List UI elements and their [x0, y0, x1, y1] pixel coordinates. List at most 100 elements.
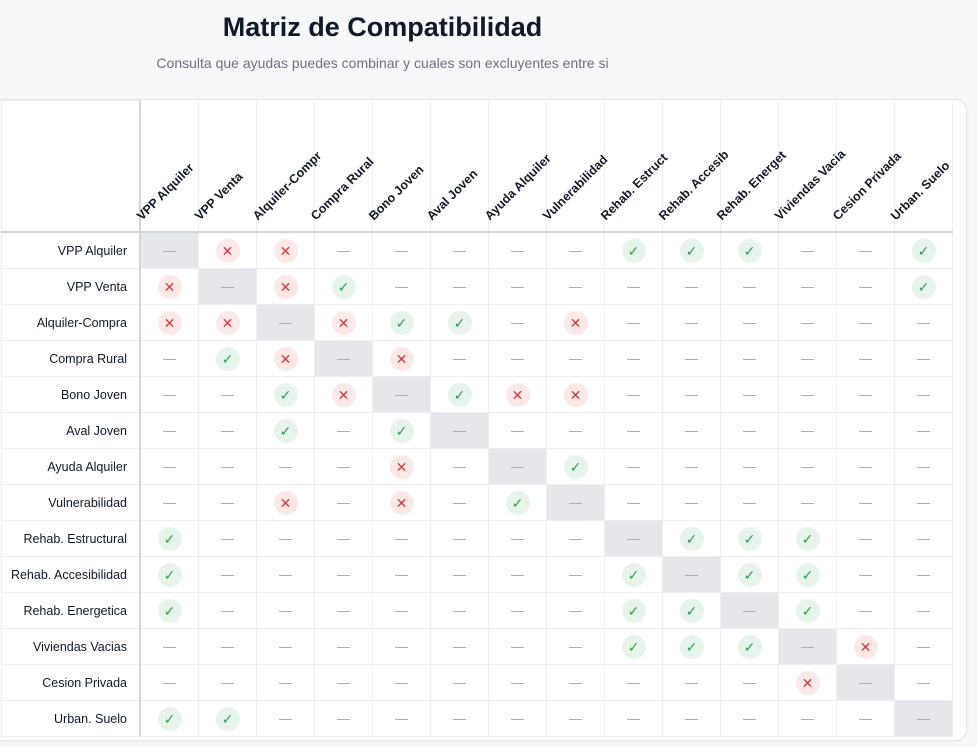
matrix-cell-diagonal: — [198, 268, 257, 305]
matrix-cell: — [894, 484, 953, 521]
matrix-cell: — [488, 664, 547, 701]
dash-icon: — [511, 314, 524, 330]
dash-icon: — [453, 530, 466, 546]
column-header: VPP Alquiler [134, 100, 199, 233]
matrix-cell: — [604, 664, 663, 701]
dash-icon: — [337, 350, 350, 366]
dash-icon: — [917, 422, 930, 438]
dash-icon: — [163, 674, 176, 690]
dash-icon: — [627, 674, 640, 690]
dash-icon: — [163, 458, 176, 474]
matrix-cell: — [488, 556, 547, 593]
matrix-cell: — [198, 628, 257, 665]
cross-icon: ✕ [215, 238, 240, 263]
dash-icon: — [859, 386, 872, 402]
dash-icon: — [511, 350, 524, 366]
dash-icon: — [743, 278, 756, 294]
dash-icon: — [627, 278, 640, 294]
cross-icon: ✕ [273, 490, 298, 515]
dash-icon: — [511, 458, 524, 474]
dash-icon: — [221, 422, 234, 438]
dash-icon: — [743, 494, 756, 510]
dash-icon: — [859, 458, 872, 474]
cross-icon: ✕ [505, 382, 530, 407]
dash-icon: — [801, 350, 814, 366]
matrix-cell: ✓ [139, 556, 199, 593]
check-icon: ✓ [737, 562, 762, 587]
matrix-cell: — [894, 376, 953, 413]
matrix-cell: ✓ [198, 700, 257, 737]
dash-icon: — [569, 674, 582, 690]
matrix-cell: — [720, 412, 779, 449]
dash-icon: — [917, 350, 930, 366]
dash-icon: — [685, 494, 698, 510]
matrix-cell: — [546, 340, 605, 377]
column-header: Rehab. Energet [714, 100, 789, 233]
matrix-cell: ✕ [778, 664, 837, 701]
dash-icon: — [163, 242, 176, 258]
matrix-cell: — [372, 556, 431, 593]
dash-icon: — [337, 242, 350, 258]
cross-icon: ✕ [157, 310, 182, 335]
matrix-cell: — [604, 412, 663, 449]
dash-icon: — [395, 638, 408, 654]
matrix-cell: ✓ [662, 520, 721, 557]
row-header-label: VPP Alquiler [1, 231, 141, 269]
matrix-cell: — [314, 592, 373, 629]
matrix-cell-diagonal: — [604, 520, 663, 557]
matrix-cell: — [430, 700, 489, 737]
matrix-cell: — [256, 592, 315, 629]
check-icon: ✓ [157, 598, 182, 623]
matrix-cell: — [139, 448, 199, 485]
cross-icon: ✕ [273, 274, 298, 299]
matrix-row: Alquiler-Compra ✕ ✕ — ✕ ✓ ✓ — ✕ — — — — — — [1, 304, 953, 341]
matrix-cell: ✕ [139, 304, 199, 341]
row-header-label: Ayuda Alquiler [1, 448, 141, 485]
dash-icon: — [743, 458, 756, 474]
matrix-cell: — [778, 484, 837, 521]
dash-icon: — [859, 278, 872, 294]
row-header-label: Aval Joven [1, 412, 141, 449]
row-header-label: VPP Venta [1, 268, 141, 305]
matrix-cell: — [778, 448, 837, 485]
dash-icon: — [569, 638, 582, 654]
matrix-cell: — [546, 231, 605, 269]
matrix-cell: ✕ [314, 376, 373, 413]
dash-icon: — [917, 386, 930, 402]
row-header-label: Rehab. Accesibilidad [1, 556, 141, 593]
matrix-cell: ✓ [604, 628, 663, 665]
matrix-cell: — [546, 268, 605, 305]
dash-icon: — [859, 530, 872, 546]
dash-icon: — [627, 458, 640, 474]
dash-icon: — [743, 350, 756, 366]
matrix-row: Rehab. Energetica ✓ — — — — — — — ✓ ✓ — ✓ — — [1, 592, 953, 629]
dash-icon: — [511, 566, 524, 582]
matrix-cell-diagonal: — [662, 556, 721, 593]
row-header-label: Viviendas Vacias [1, 628, 141, 665]
matrix-cell-diagonal: — [314, 340, 373, 377]
matrix-cell: — [488, 340, 547, 377]
matrix-cell-diagonal: — [372, 376, 431, 413]
column-header-label: VPP Venta [192, 169, 246, 223]
dash-icon: — [163, 422, 176, 438]
dash-icon: — [221, 458, 234, 474]
matrix-cell: ✓ [662, 592, 721, 629]
check-icon: ✓ [447, 382, 472, 407]
dash-icon: — [859, 242, 872, 258]
dash-icon: — [627, 530, 640, 546]
dash-icon: — [627, 350, 640, 366]
dash-icon: — [279, 530, 292, 546]
matrix-cell: — [546, 520, 605, 557]
matrix-cell: — [139, 484, 199, 521]
matrix-cell: ✕ [372, 448, 431, 485]
dash-icon: — [395, 242, 408, 258]
dash-icon: — [569, 422, 582, 438]
matrix-cell: ✕ [488, 376, 547, 413]
check-icon: ✓ [737, 634, 762, 659]
matrix-cell: — [314, 412, 373, 449]
check-icon: ✓ [273, 382, 298, 407]
matrix-cell: — [836, 231, 895, 269]
matrix-corner [1, 100, 141, 233]
matrix-cell: ✓ [778, 556, 837, 593]
dash-icon: — [569, 242, 582, 258]
